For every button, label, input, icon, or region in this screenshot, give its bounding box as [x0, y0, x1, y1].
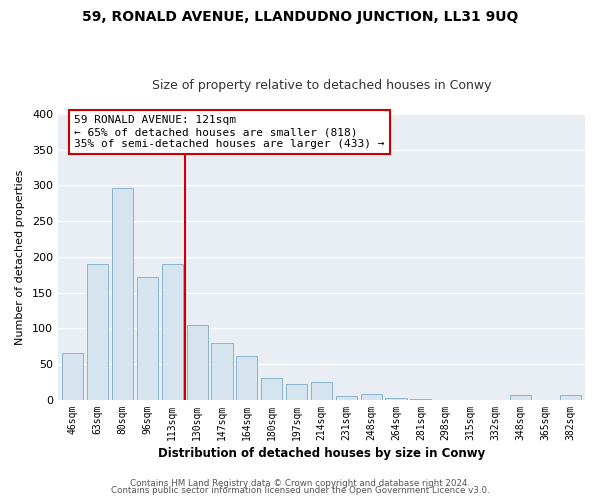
Bar	[410, 399, 431, 400]
Bar	[236, 356, 257, 400]
Bar	[261, 378, 283, 400]
Bar	[112, 188, 133, 400]
Bar	[211, 343, 233, 400]
Bar	[311, 382, 332, 400]
Bar	[137, 277, 158, 400]
Bar	[162, 264, 183, 400]
Bar	[361, 394, 382, 400]
Bar	[87, 264, 108, 400]
Bar	[62, 354, 83, 400]
Bar	[187, 325, 208, 400]
Y-axis label: Number of detached properties: Number of detached properties	[15, 170, 25, 344]
Text: 59, RONALD AVENUE, LLANDUDNO JUNCTION, LL31 9UQ: 59, RONALD AVENUE, LLANDUDNO JUNCTION, L…	[82, 10, 518, 24]
Text: Contains public sector information licensed under the Open Government Licence v3: Contains public sector information licen…	[110, 486, 490, 495]
Title: Size of property relative to detached houses in Conwy: Size of property relative to detached ho…	[152, 79, 491, 92]
Text: Contains HM Land Registry data © Crown copyright and database right 2024.: Contains HM Land Registry data © Crown c…	[130, 478, 470, 488]
Bar	[510, 395, 531, 400]
Text: 59 RONALD AVENUE: 121sqm
← 65% of detached houses are smaller (818)
35% of semi-: 59 RONALD AVENUE: 121sqm ← 65% of detach…	[74, 116, 385, 148]
Bar	[286, 384, 307, 400]
Bar	[560, 395, 581, 400]
X-axis label: Distribution of detached houses by size in Conwy: Distribution of detached houses by size …	[158, 447, 485, 460]
Bar	[385, 398, 407, 400]
Bar	[336, 396, 357, 400]
